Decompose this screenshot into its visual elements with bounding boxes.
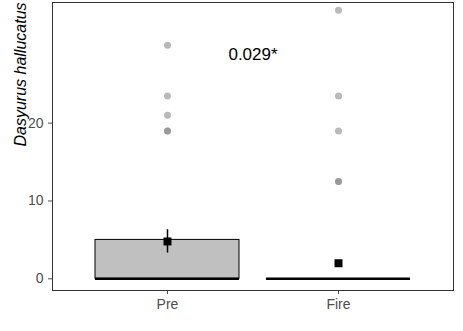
svg-text:Pre: Pre — [157, 296, 179, 312]
svg-text:10: 10 — [28, 192, 44, 208]
svg-text:Fire: Fire — [326, 296, 350, 312]
svg-text:Dasyurus hallucatus: Dasyurus hallucatus — [12, 2, 29, 146]
svg-text:20: 20 — [28, 115, 44, 131]
svg-text:0.029*: 0.029* — [228, 45, 278, 64]
svg-text:0: 0 — [36, 270, 44, 286]
